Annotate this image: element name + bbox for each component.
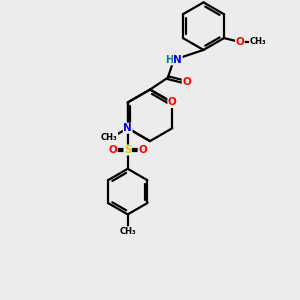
Text: O: O (182, 76, 191, 87)
Text: S: S (124, 145, 131, 155)
Text: CH₃: CH₃ (119, 227, 136, 236)
Text: O: O (236, 37, 244, 47)
Text: O: O (109, 145, 117, 155)
Text: CH₃: CH₃ (101, 133, 118, 142)
Text: O: O (168, 98, 177, 107)
Text: H: H (165, 55, 173, 65)
Text: N: N (123, 123, 132, 133)
Text: N: N (173, 55, 182, 65)
Text: CH₃: CH₃ (250, 37, 266, 46)
Text: O: O (138, 145, 147, 155)
